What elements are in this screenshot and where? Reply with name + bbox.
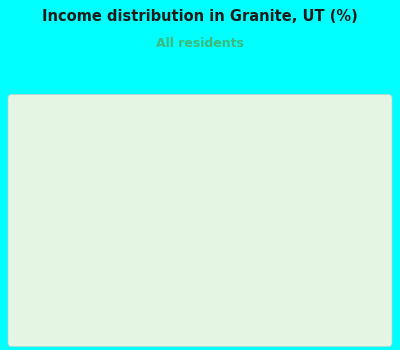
Text: All residents: All residents — [156, 37, 244, 50]
Wedge shape — [108, 142, 200, 292]
Wedge shape — [200, 153, 275, 220]
Text: $125k: $125k — [251, 211, 364, 221]
Text: $75k: $75k — [46, 206, 149, 217]
Text: Income distribution in Granite, UT (%): Income distribution in Granite, UT (%) — [42, 9, 358, 24]
Text: $60k: $60k — [167, 100, 196, 173]
Wedge shape — [186, 220, 292, 313]
Text: City-Data.com: City-Data.com — [210, 142, 274, 151]
Wedge shape — [200, 128, 263, 220]
Text: > $200k: > $200k — [32, 260, 168, 299]
Text: $40k: $40k — [60, 167, 154, 198]
Wedge shape — [200, 166, 289, 220]
Text: $100k: $100k — [215, 109, 266, 172]
Wedge shape — [141, 220, 200, 312]
Text: $150k: $150k — [67, 132, 162, 187]
Text: $20k: $20k — [221, 267, 265, 341]
Wedge shape — [150, 128, 200, 220]
Wedge shape — [200, 195, 292, 232]
